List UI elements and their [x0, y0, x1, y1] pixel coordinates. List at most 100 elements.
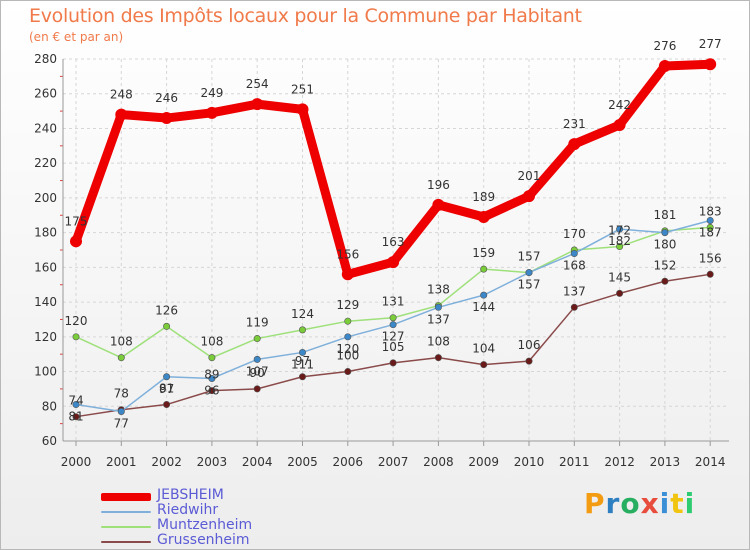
data-point: [661, 229, 669, 237]
data-point: [434, 303, 442, 311]
data-point: [251, 98, 264, 111]
data-point: [72, 333, 80, 341]
data-point: [298, 373, 306, 381]
data-label: 108: [427, 335, 450, 349]
data-labels: 74 78 81 89 90 97 100 105 108 104 106 137 145 152 156 1…: [65, 37, 722, 430]
data-label: 120: [336, 342, 359, 356]
data-point: [477, 211, 490, 224]
proxiti-logo: Proxiti: [584, 487, 695, 520]
data-label: 157: [518, 278, 541, 292]
chart-subtitle: (en € et par an): [29, 30, 124, 44]
x-tick-label: 2008: [423, 455, 454, 469]
data-point: [160, 112, 173, 125]
legend-swatch: [101, 526, 151, 528]
y-tick-label: 200: [34, 191, 57, 205]
data-point: [163, 401, 171, 409]
y-tick-label: 240: [34, 121, 57, 135]
data-label: 254: [246, 77, 269, 91]
data-label: 152: [653, 258, 676, 272]
data-point: [341, 268, 354, 281]
data-label: 138: [427, 283, 450, 297]
x-tick-label: 2012: [604, 455, 635, 469]
data-label: 182: [608, 234, 631, 248]
data-label: 249: [200, 86, 223, 100]
data-point: [616, 289, 624, 297]
data-label: 187: [699, 225, 722, 239]
data-point: [298, 348, 306, 356]
data-label: 246: [155, 91, 178, 105]
y-tick-label: 160: [34, 260, 57, 274]
data-label: 242: [608, 98, 631, 112]
data-label: 81: [68, 410, 83, 424]
data-point: [389, 321, 397, 329]
x-tick-label: 2011: [559, 455, 590, 469]
data-point: [568, 138, 581, 151]
x-tick-label: 2009: [468, 455, 499, 469]
logo-letter: r: [605, 487, 621, 520]
data-point: [661, 277, 669, 285]
x-tick-label: 2000: [61, 455, 92, 469]
chart-title: Evolution des Impôts locaux pour la Comm…: [29, 5, 582, 27]
x-tick-label: 2013: [650, 455, 681, 469]
legend-label: Muntzenheim: [157, 517, 253, 533]
data-point: [480, 291, 488, 299]
data-point: [389, 359, 397, 367]
logo-letter: x: [640, 487, 660, 520]
data-point: [70, 235, 82, 248]
data-point: [344, 317, 352, 325]
data-point: [570, 303, 578, 311]
data-label: 170: [563, 227, 586, 241]
data-point: [208, 374, 216, 382]
data-point: [253, 355, 261, 363]
data-label: 131: [382, 295, 405, 309]
data-label: 175: [65, 214, 88, 228]
x-tick-label: 2005: [287, 455, 318, 469]
data-point: [387, 256, 400, 269]
data-point: [205, 106, 218, 119]
data-label: 78: [114, 387, 129, 401]
data-point: [525, 269, 533, 277]
data-label: 90: [250, 366, 265, 380]
data-label: 105: [382, 340, 405, 354]
legend-label: JEBSHEIM: [157, 487, 224, 503]
logo-letter: i: [659, 487, 671, 520]
data-label: 251: [291, 82, 314, 96]
logo-letter: i: [684, 487, 696, 520]
data-label: 183: [699, 204, 722, 218]
data-point: [208, 387, 216, 395]
data-label: 189: [472, 190, 495, 204]
data-label: 119: [246, 316, 269, 330]
data-point: [163, 373, 171, 381]
data-label: 180: [653, 238, 676, 252]
data-point: [72, 413, 80, 421]
data-label: 163: [382, 235, 405, 249]
data-point: [432, 198, 445, 211]
data-label: 168: [563, 258, 586, 272]
data-label: 89: [204, 368, 219, 382]
y-tick-label: 80: [42, 399, 57, 413]
data-label: 137: [563, 284, 586, 298]
data-label: 106: [518, 338, 541, 352]
legend-swatch: [101, 493, 151, 501]
data-point: [115, 108, 128, 121]
legend-label: Riedwihr: [157, 502, 219, 518]
data-point: [117, 354, 125, 362]
data-label: 96: [204, 383, 219, 397]
data-label: 120: [65, 314, 88, 328]
y-tick-label: 220: [34, 156, 57, 170]
x-tick-label: 2002: [151, 455, 182, 469]
data-label: 201: [518, 169, 541, 183]
data-label: 107: [246, 364, 269, 378]
data-label: 108: [200, 335, 223, 349]
data-label: 124: [291, 307, 314, 321]
x-tick-label: 2003: [197, 455, 228, 469]
data-label: 156: [336, 247, 359, 261]
data-point: [72, 401, 80, 409]
data-label: 277: [699, 37, 722, 51]
data-label: 145: [608, 270, 631, 284]
data-label: 111: [291, 357, 314, 371]
data-point: [163, 322, 171, 330]
data-point: [658, 59, 671, 72]
y-tick-label: 120: [34, 330, 57, 344]
data-label: 100: [336, 349, 359, 363]
